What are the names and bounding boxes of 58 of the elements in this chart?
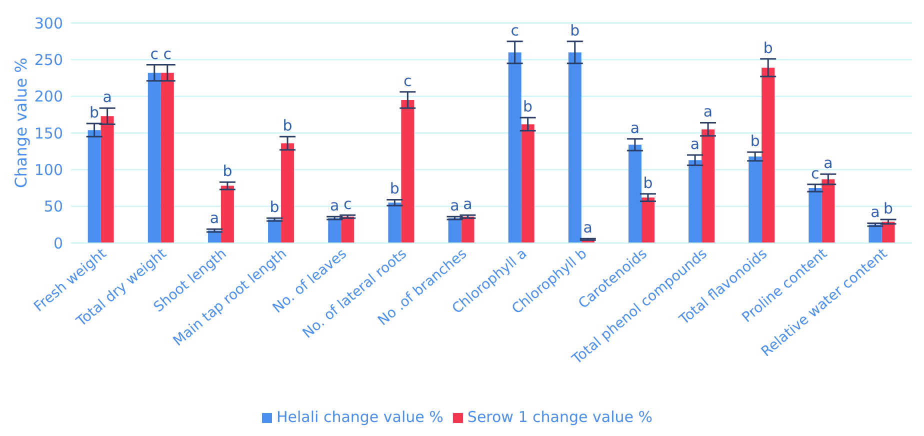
bar [100, 116, 114, 243]
data-label: b [750, 132, 760, 150]
data-label: a [330, 196, 340, 215]
y-tick-label: 100 [34, 160, 63, 179]
bar [268, 220, 282, 243]
bar [822, 179, 835, 243]
data-label: b [90, 103, 100, 122]
bar [568, 52, 582, 243]
data-label: b [390, 180, 400, 198]
data-label: b [523, 98, 533, 116]
data-label: c [404, 72, 412, 90]
y-tick-label: 150 [34, 124, 63, 142]
data-label: b [883, 200, 894, 218]
bar [220, 186, 234, 243]
legend-label: Helali change value % [276, 408, 444, 426]
bar [641, 198, 654, 243]
data-label: b [222, 162, 232, 180]
data-label: b [570, 21, 580, 40]
y-tick-label: 250 [34, 50, 63, 69]
data-label: a [102, 88, 112, 106]
bar [401, 100, 414, 243]
bar [508, 52, 522, 243]
data-label: b [763, 38, 773, 57]
bar [628, 144, 642, 243]
data-label: a [870, 203, 880, 222]
data-label: a [824, 154, 833, 172]
bar [88, 130, 101, 243]
data-label: a [210, 209, 220, 228]
data-label: c [510, 21, 519, 40]
data-label: c [163, 44, 172, 63]
bar [748, 156, 762, 243]
bar [702, 129, 715, 243]
bar [762, 68, 775, 243]
bar [160, 72, 174, 243]
data-label: a [463, 195, 472, 214]
data-label: a [690, 135, 700, 153]
data-label: c [343, 195, 352, 214]
y-tick-label: 200 [34, 88, 63, 106]
data-label: a [703, 102, 713, 121]
bar [148, 72, 161, 243]
bar [688, 160, 702, 243]
data-label: a [630, 118, 640, 137]
y-tick-label: 300 [34, 14, 63, 32]
data-label: a [583, 218, 592, 237]
bar [281, 143, 294, 243]
legend-label: Serow 1 change value % [467, 408, 652, 426]
data-label: c [150, 44, 159, 63]
bar [521, 124, 534, 243]
y-tick-label: 0 [53, 234, 63, 252]
y-tick-label: 50 [44, 198, 63, 216]
data-label: b [282, 116, 292, 135]
bar [808, 188, 822, 243]
data-label: b [270, 198, 280, 216]
y-axis-title: Change value % [12, 58, 31, 188]
bar [388, 202, 402, 243]
data-label: a [450, 196, 460, 215]
data-label: b [643, 174, 653, 192]
data-label: c [811, 164, 820, 182]
